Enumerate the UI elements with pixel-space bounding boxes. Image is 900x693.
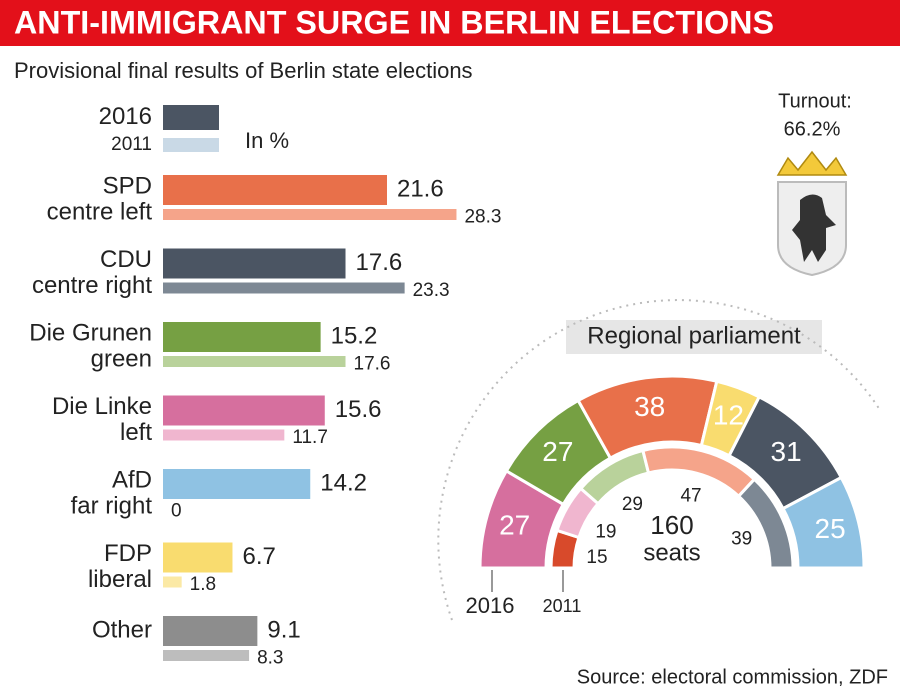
seat-segment — [781, 475, 866, 570]
legend-label: 2016 — [99, 103, 152, 130]
seat-label: 47 — [680, 485, 701, 506]
bar — [163, 576, 182, 588]
category-description: centre right — [32, 272, 152, 299]
seat-label: 15 — [586, 547, 607, 568]
value-label: 21.6 — [397, 175, 444, 202]
ring-label: 2011 — [543, 596, 582, 616]
value-label: 6.7 — [242, 543, 275, 570]
title: ANTI-IMMIGRANT SURGE IN BERLIN ELECTIONS — [14, 4, 774, 40]
seat-label: 25 — [815, 513, 846, 544]
bar — [163, 395, 325, 426]
seat-segment — [736, 477, 795, 570]
bar — [163, 248, 346, 279]
seat-label: 39 — [731, 529, 752, 550]
turnout-value: 66.2% — [784, 118, 841, 140]
seat-label: 38 — [634, 391, 665, 422]
value-label: 23.3 — [413, 280, 450, 301]
value-label: 17.6 — [354, 354, 391, 375]
value-label: 15.6 — [335, 396, 382, 423]
berlin-crest — [776, 150, 848, 277]
decor-arc — [437, 299, 881, 621]
ring-label: 2016 — [466, 593, 515, 618]
legend-swatch — [163, 105, 219, 130]
bar — [163, 282, 405, 294]
value-label: 8.3 — [257, 648, 283, 669]
category-description: green — [91, 345, 152, 372]
bar — [163, 209, 457, 220]
seat-label: 19 — [595, 521, 616, 542]
value-label: 14.2 — [320, 469, 367, 496]
turnout-label: Turnout: — [778, 90, 852, 112]
parliament-title-box — [566, 320, 822, 354]
category-description: far right — [71, 492, 153, 519]
total-label: seats — [643, 539, 700, 566]
category-description: centre left — [47, 198, 153, 225]
value-label: 9.1 — [267, 616, 300, 643]
value-label: 15.2 — [331, 322, 378, 349]
bar — [163, 469, 311, 499]
seat-label: 12 — [713, 399, 744, 430]
seat-label: 27 — [542, 436, 573, 467]
value-label: 0 — [171, 501, 182, 522]
unit-label: In % — [245, 128, 289, 153]
category-label: Die Grunen — [29, 319, 152, 346]
value-label: 1.8 — [190, 574, 216, 595]
seat-label: 31 — [771, 436, 802, 467]
category-description: liberal — [88, 566, 152, 593]
category-description: left — [120, 419, 152, 446]
bar — [163, 322, 321, 352]
seat-label: 29 — [622, 494, 643, 515]
category-label: Die Linke — [52, 393, 152, 420]
value-label: 17.6 — [356, 249, 403, 276]
header-band — [0, 0, 900, 46]
bar — [163, 429, 285, 441]
bar — [163, 356, 346, 367]
legend-label: 2011 — [111, 134, 152, 155]
source: Source: electoral commission, ZDF — [577, 666, 888, 688]
legend-swatch — [163, 138, 219, 152]
category-label: AfD — [112, 466, 152, 493]
value-label: 28.3 — [464, 207, 501, 228]
total-seats: 160 — [650, 510, 693, 540]
parliament-title: Regional parliament — [587, 322, 801, 349]
bar — [163, 650, 250, 661]
bar — [163, 175, 387, 205]
category-label: SPD — [103, 172, 152, 199]
category-label: CDU — [100, 246, 152, 273]
bar — [163, 542, 233, 573]
bar — [163, 616, 258, 646]
seat-label: 27 — [499, 510, 530, 541]
category-label: Other — [92, 616, 152, 643]
subtitle: Provisional final results of Berlin stat… — [14, 58, 473, 83]
category-label: FDP — [104, 540, 152, 567]
value-label: 11.7 — [292, 427, 328, 448]
